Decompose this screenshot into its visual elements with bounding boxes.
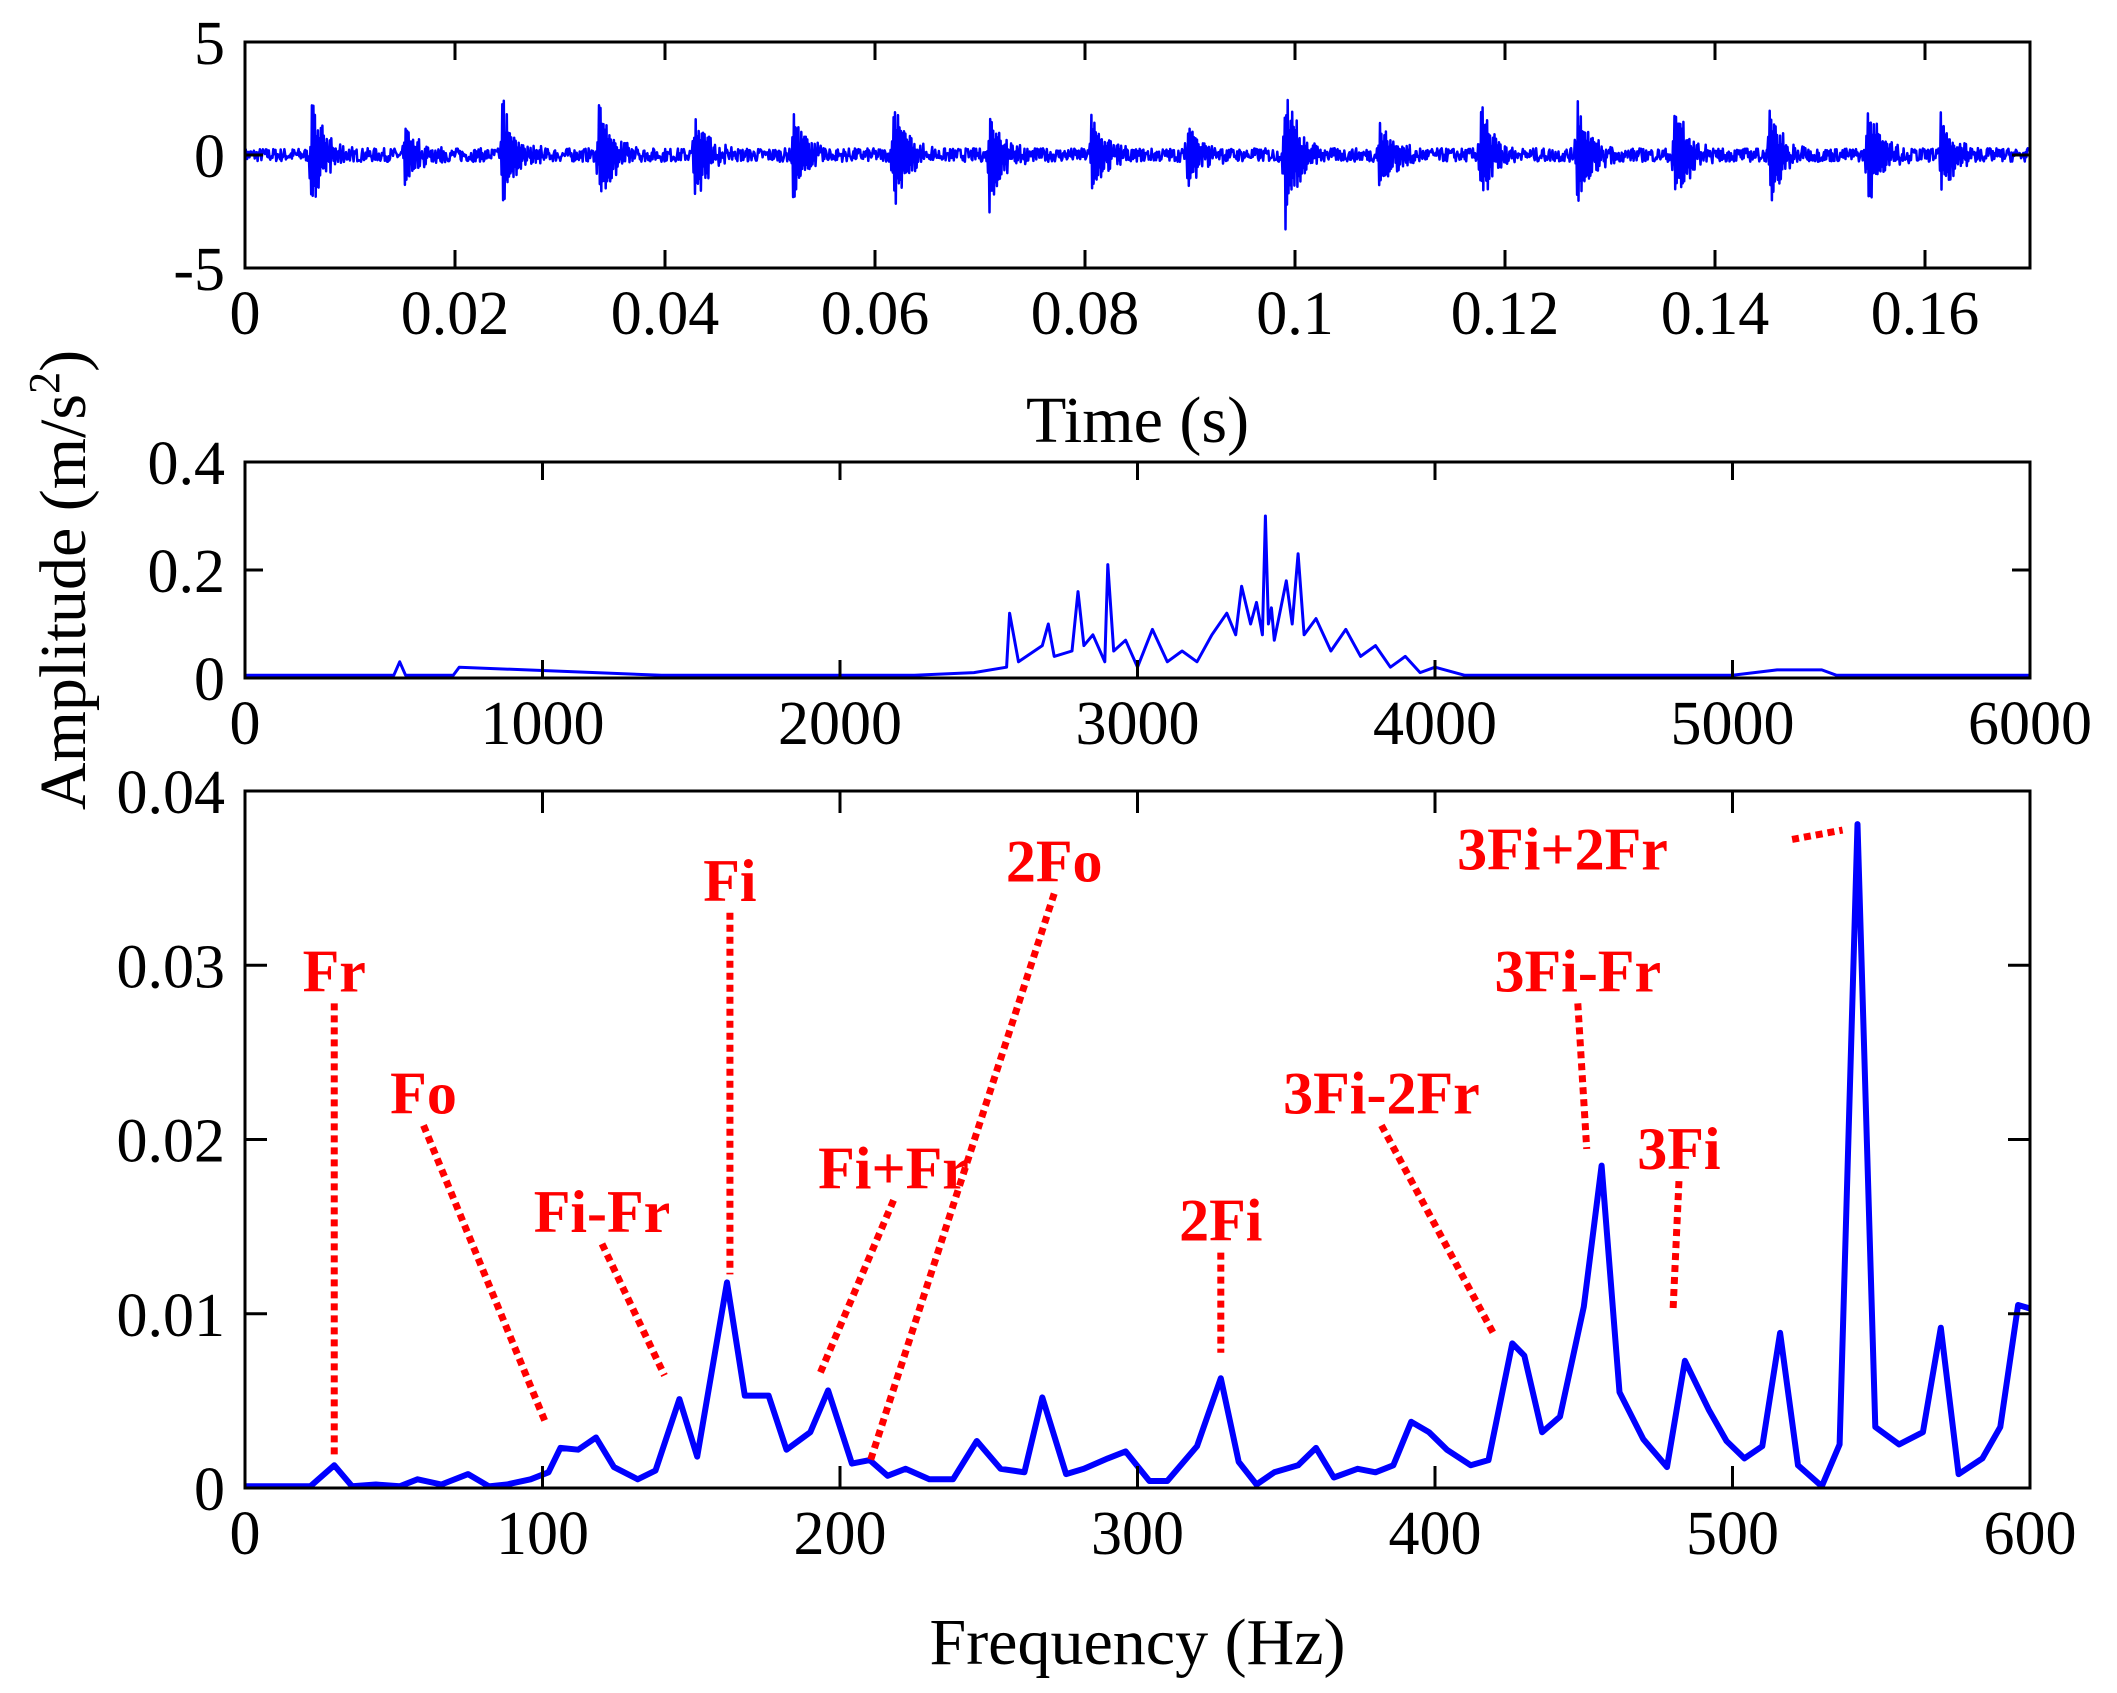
x-tick-label: 0.12 xyxy=(1451,280,1560,348)
x-tick-label: 1000 xyxy=(481,690,605,758)
x-tick-label: 200 xyxy=(794,1500,887,1568)
annotation-leader xyxy=(815,1198,897,1377)
x-tick-label: 0 xyxy=(230,1500,261,1568)
y-tick-label: 0.01 xyxy=(117,1282,226,1350)
annotation-leader xyxy=(420,1124,549,1424)
x-tick-label: 0.06 xyxy=(821,280,930,348)
x-tick-label: 0.04 xyxy=(611,280,720,348)
shared-ylabel: Amplitude (m/s2) xyxy=(20,350,100,810)
annotation-leader xyxy=(1669,1180,1683,1312)
x-tick-label: 0.16 xyxy=(1871,280,1980,348)
annotation-label: Fi-Fr xyxy=(534,1179,671,1245)
annotation-leader xyxy=(1791,826,1844,843)
annotation-label: Fr xyxy=(303,938,366,1004)
x-tick-label: 5000 xyxy=(1671,690,1795,758)
annotation-label: Fo xyxy=(390,1060,457,1126)
y-tick-label: 0.02 xyxy=(117,1108,226,1176)
y-tick-label: 0.03 xyxy=(117,933,226,1001)
x-tick-label: 0.14 xyxy=(1661,280,1770,348)
annotation-label: Fi+Fr xyxy=(818,1135,969,1201)
x-tick-label: 6000 xyxy=(1968,690,2092,758)
x-tick-label: 500 xyxy=(1686,1500,1779,1568)
annotation-label: 2Fo xyxy=(1006,829,1103,895)
y-tick-label: 0.04 xyxy=(117,759,226,827)
y-tick-label: -5 xyxy=(173,236,225,304)
plot-frame xyxy=(243,460,2032,680)
x-tick-label: 400 xyxy=(1389,1500,1482,1568)
shared-ylabel-superscript: 2 xyxy=(20,372,69,394)
x-tick-label: 0.08 xyxy=(1031,280,1140,348)
x-tick-label: 300 xyxy=(1091,1500,1184,1568)
shared-ylabel-main: Amplitude (m/s xyxy=(27,394,100,810)
y-tick-label: 0 xyxy=(194,123,225,191)
annotation-label: 3Fi-Fr xyxy=(1495,938,1662,1004)
annotation-label: 2Fi xyxy=(1179,1188,1262,1254)
y-tick-label: 0.4 xyxy=(148,430,226,498)
annotation-label: Fi xyxy=(703,848,756,914)
annotation-leader xyxy=(1574,1003,1591,1150)
shared-ylabel-close: ) xyxy=(27,350,100,372)
x-tick-label: 0.02 xyxy=(401,280,510,348)
annotation-leader xyxy=(1378,1123,1498,1338)
y-tick-label: 0 xyxy=(194,1456,225,1524)
x-tick-label: 3000 xyxy=(1076,690,1200,758)
series-line xyxy=(245,514,2030,677)
x-tick-label: 0.1 xyxy=(1256,280,1334,348)
y-tick-label: 0 xyxy=(194,646,225,714)
x-tick-label: 0 xyxy=(230,690,261,758)
x-tick-label: 100 xyxy=(496,1500,589,1568)
plot-frame xyxy=(243,789,2032,1490)
annotation-leader xyxy=(598,1242,668,1377)
frequency-spectrum-panel: 0 100 200 300 400 500 600 0 0.01 0.02 0.03 0.04 Freq… xyxy=(117,759,2077,1679)
annotation-label: 3Fi-2Fr xyxy=(1283,1060,1480,1126)
x-axis-title: Time (s) xyxy=(1026,384,1249,457)
series-line xyxy=(243,98,2032,231)
y-tick-label: 5 xyxy=(194,10,225,78)
x-tick-label: 0 xyxy=(230,280,261,348)
annotation-leader xyxy=(866,892,1058,1464)
annotation-label: 3Fi+2Fr xyxy=(1457,816,1668,882)
x-axis-title: Frequency (Hz) xyxy=(930,1606,1346,1679)
envelope-spectrum-panel: 0 1000 2000 3000 4000 5000 6000 0 0.2 0.4 xyxy=(148,430,2093,758)
time-domain-panel: 0 0.02 0.04 0.06 0.08 0.1 0.12 0.14 0.16-505Time… xyxy=(173,10,2032,457)
x-tick-label: 4000 xyxy=(1373,690,1497,758)
x-tick-label: 2000 xyxy=(778,690,902,758)
x-tick-label: 600 xyxy=(1984,1500,2077,1568)
annotation-label: 3Fi xyxy=(1637,1116,1720,1182)
series-line xyxy=(245,821,2031,1490)
y-tick-label: 0.2 xyxy=(148,538,226,606)
